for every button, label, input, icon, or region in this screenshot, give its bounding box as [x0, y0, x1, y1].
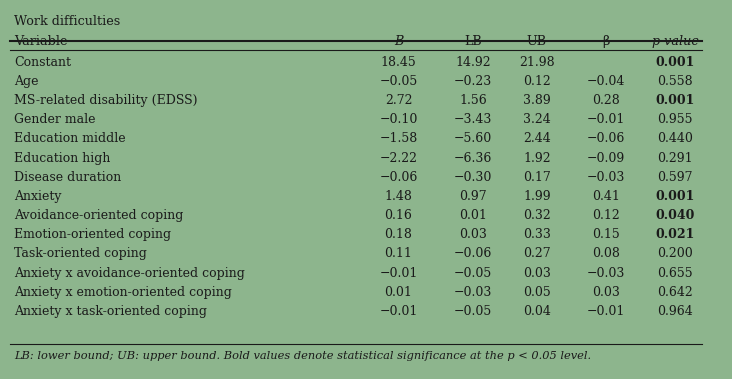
Text: −0.01: −0.01: [379, 305, 418, 318]
Text: 21.98: 21.98: [519, 56, 555, 69]
Text: 0.001: 0.001: [655, 94, 695, 107]
Text: Variable: Variable: [14, 35, 67, 48]
Text: −0.01: −0.01: [586, 113, 625, 126]
Text: −0.05: −0.05: [379, 75, 418, 88]
Text: B: B: [394, 35, 403, 48]
Text: 2.72: 2.72: [385, 94, 412, 107]
Text: 0.11: 0.11: [384, 247, 412, 260]
Text: 0.04: 0.04: [523, 305, 550, 318]
Text: Anxiety: Anxiety: [14, 190, 61, 203]
Text: 0.291: 0.291: [657, 152, 693, 164]
Text: 2.44: 2.44: [523, 132, 550, 145]
Text: −0.04: −0.04: [586, 75, 625, 88]
Text: LB: LB: [464, 35, 482, 48]
Text: 3.89: 3.89: [523, 94, 550, 107]
Text: Anxiety x task-oriented coping: Anxiety x task-oriented coping: [14, 305, 207, 318]
Text: p value: p value: [651, 35, 698, 48]
Text: 0.97: 0.97: [459, 190, 487, 203]
Text: 0.001: 0.001: [655, 56, 695, 69]
Text: 0.32: 0.32: [523, 209, 550, 222]
Text: 0.597: 0.597: [657, 171, 693, 184]
Text: Disease duration: Disease duration: [14, 171, 122, 184]
Text: −0.03: −0.03: [454, 286, 492, 299]
Text: Work difficulties: Work difficulties: [14, 15, 120, 28]
Text: 3.24: 3.24: [523, 113, 550, 126]
Text: 0.021: 0.021: [655, 228, 695, 241]
Text: −0.05: −0.05: [454, 266, 492, 280]
Text: 0.41: 0.41: [591, 190, 619, 203]
Text: 0.03: 0.03: [459, 228, 487, 241]
Text: 0.08: 0.08: [591, 247, 619, 260]
Text: −0.06: −0.06: [379, 171, 418, 184]
Text: Gender male: Gender male: [14, 113, 96, 126]
Text: β: β: [602, 35, 609, 48]
Text: UB: UB: [527, 35, 547, 48]
Text: 0.03: 0.03: [591, 286, 619, 299]
Text: Anxiety x avoidance-oriented coping: Anxiety x avoidance-oriented coping: [14, 266, 245, 280]
Text: Education middle: Education middle: [14, 132, 126, 145]
Text: −1.58: −1.58: [379, 132, 418, 145]
Text: −5.60: −5.60: [454, 132, 492, 145]
Text: −2.22: −2.22: [379, 152, 417, 164]
Text: −0.06: −0.06: [454, 247, 492, 260]
Text: MS-related disability (EDSS): MS-related disability (EDSS): [14, 94, 198, 107]
Text: 1.92: 1.92: [523, 152, 550, 164]
Text: −0.10: −0.10: [379, 113, 418, 126]
Text: 0.01: 0.01: [384, 286, 412, 299]
Text: 1.56: 1.56: [459, 94, 487, 107]
Text: 0.05: 0.05: [523, 286, 550, 299]
Text: 0.03: 0.03: [523, 266, 550, 280]
Text: 0.27: 0.27: [523, 247, 550, 260]
Text: 0.964: 0.964: [657, 305, 693, 318]
Text: 0.18: 0.18: [384, 228, 412, 241]
Text: −0.30: −0.30: [454, 171, 492, 184]
Text: 0.200: 0.200: [657, 247, 693, 260]
Text: −0.09: −0.09: [586, 152, 624, 164]
Text: 0.955: 0.955: [657, 113, 693, 126]
Text: −0.06: −0.06: [586, 132, 625, 145]
Text: −0.01: −0.01: [379, 266, 418, 280]
Text: Emotion-oriented coping: Emotion-oriented coping: [14, 228, 171, 241]
Text: 0.040: 0.040: [655, 209, 695, 222]
Text: −0.03: −0.03: [586, 171, 625, 184]
Text: 1.99: 1.99: [523, 190, 550, 203]
Text: 0.655: 0.655: [657, 266, 693, 280]
Text: 0.17: 0.17: [523, 171, 550, 184]
Text: 0.33: 0.33: [523, 228, 550, 241]
Text: 1.48: 1.48: [384, 190, 412, 203]
Text: 18.45: 18.45: [381, 56, 417, 69]
Text: 0.558: 0.558: [657, 75, 693, 88]
Text: 0.16: 0.16: [384, 209, 412, 222]
Text: 0.12: 0.12: [591, 209, 619, 222]
Text: Constant: Constant: [14, 56, 71, 69]
Text: −0.23: −0.23: [454, 75, 492, 88]
Text: LB: lower bound; UB: upper bound. Bold values denote statistical significance at: LB: lower bound; UB: upper bound. Bold v…: [14, 351, 591, 360]
Text: Education high: Education high: [14, 152, 111, 164]
Text: −0.05: −0.05: [454, 305, 492, 318]
Text: Anxiety x emotion-oriented coping: Anxiety x emotion-oriented coping: [14, 286, 232, 299]
Text: 0.15: 0.15: [591, 228, 619, 241]
Text: 0.440: 0.440: [657, 132, 693, 145]
Text: −3.43: −3.43: [454, 113, 492, 126]
Text: 0.12: 0.12: [523, 75, 550, 88]
Text: 0.01: 0.01: [459, 209, 487, 222]
Text: 14.92: 14.92: [455, 56, 491, 69]
Text: 0.642: 0.642: [657, 286, 693, 299]
Text: Task-oriented coping: Task-oriented coping: [14, 247, 147, 260]
Text: 0.001: 0.001: [655, 190, 695, 203]
Text: Age: Age: [14, 75, 39, 88]
Text: −0.03: −0.03: [586, 266, 625, 280]
Text: −6.36: −6.36: [454, 152, 492, 164]
Text: Avoidance-oriented coping: Avoidance-oriented coping: [14, 209, 184, 222]
Text: −0.01: −0.01: [586, 305, 625, 318]
Text: 0.28: 0.28: [591, 94, 619, 107]
